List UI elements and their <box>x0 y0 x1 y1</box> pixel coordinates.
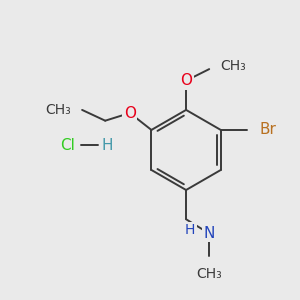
Text: Br: Br <box>259 122 276 137</box>
Text: O: O <box>124 106 136 121</box>
Text: N: N <box>203 226 215 241</box>
Text: CH₃: CH₃ <box>46 103 71 117</box>
Text: CH₃: CH₃ <box>220 59 246 73</box>
Text: CH₃: CH₃ <box>196 267 222 281</box>
Text: Cl: Cl <box>60 138 75 153</box>
Text: H: H <box>185 223 195 237</box>
Text: H: H <box>102 138 113 153</box>
Text: O: O <box>180 73 192 88</box>
